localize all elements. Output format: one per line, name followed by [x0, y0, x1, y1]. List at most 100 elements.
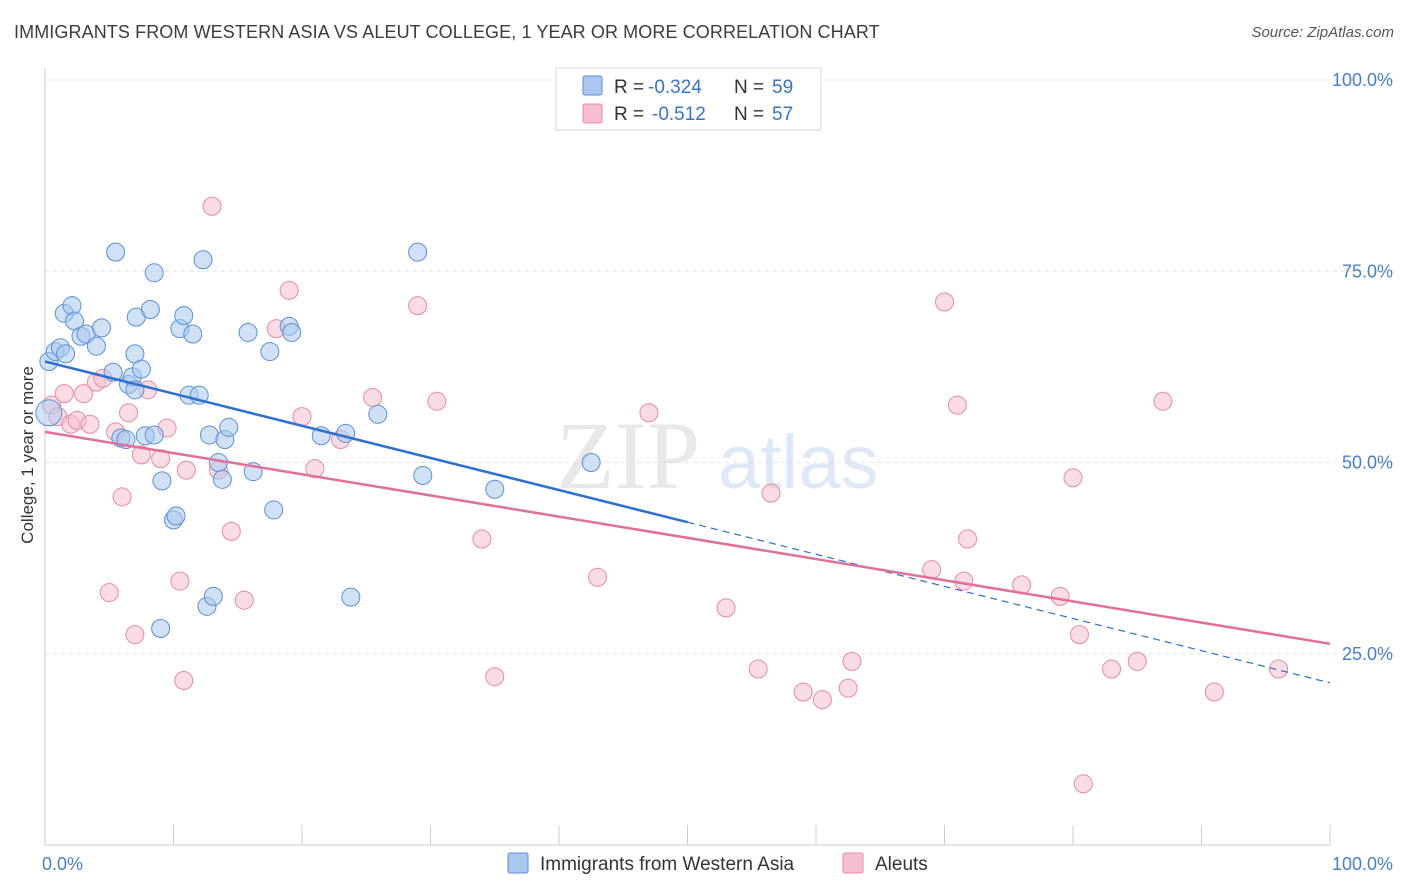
aleuts-point-31: [408, 296, 428, 316]
bottom-legend-label-pink: Aleuts: [875, 854, 928, 875]
aleuts-point-26: [279, 280, 299, 300]
aleuts-point-2: [54, 384, 74, 404]
aleuts-point-53: [1073, 774, 1093, 794]
western-asia-point-26: [152, 471, 172, 491]
aleuts-point-36: [639, 403, 659, 423]
aleuts-point-57: [1204, 682, 1224, 702]
legend-swatch-pink: [582, 103, 603, 124]
aleuts-point-45: [935, 292, 954, 312]
y-axis-label: College, 1 year or more: [18, 366, 37, 544]
chart-title: IMMIGRANTS FROM WESTERN ASIA VS ALEUT CO…: [14, 22, 880, 42]
legend-n-label-1: N =: [734, 77, 764, 98]
aleuts-point-18: [170, 571, 190, 591]
aleuts-point-37: [716, 598, 736, 618]
aleuts-point-40: [793, 682, 813, 702]
aleuts-point-35: [588, 567, 608, 587]
y-tick-label-2: 75.0%: [1342, 261, 1393, 281]
aleuts-point-24: [234, 590, 254, 610]
aleuts-point-13: [125, 625, 145, 645]
western-asia-point-34: [193, 250, 213, 270]
legend-r-value-2: -0.512: [652, 104, 706, 125]
aleuts-point-27: [292, 407, 312, 427]
bottom-legend-label-blue: Immigrants from Western Asia: [540, 854, 795, 875]
western-asia-point-50: [341, 587, 361, 607]
aleuts-point-12: [119, 403, 139, 423]
aleuts-point-30: [363, 387, 383, 407]
x-tick-label-0: 0.0%: [42, 854, 83, 874]
trend-western-asia-dashed: [687, 521, 1331, 684]
western-asia-point-37: [203, 586, 223, 606]
legend-top: R = -0.324 N = 59 R = -0.512 N = 57: [555, 67, 822, 131]
western-asia-point-9: [86, 336, 106, 356]
aleuts-point-58: [1269, 659, 1289, 679]
aleuts-point-16: [151, 449, 171, 469]
aleuts-point-32: [427, 391, 447, 411]
legend-r-label-2: R =: [614, 104, 644, 125]
western-asia-point-49: [336, 423, 356, 443]
watermark-atlas: atlas: [718, 420, 879, 505]
trend-western-asia-solid: [44, 360, 688, 524]
western-asia-point-10: [92, 318, 112, 338]
western-asia-point-12: [106, 242, 126, 262]
aleuts-point-56: [1153, 391, 1173, 411]
aleuts-point-20: [176, 460, 196, 480]
western-asia-point-39: [212, 469, 232, 489]
aleuts-point-41: [812, 690, 832, 710]
aleuts-point-43: [842, 651, 862, 671]
watermark-zip: ZIP: [556, 402, 700, 509]
western-asia-point-24: [144, 263, 164, 283]
source-credit: Source: ZipAtlas.com: [1251, 24, 1394, 41]
western-asia-point-22: [140, 300, 160, 319]
legend-r-label-1: R =: [614, 77, 644, 98]
western-asia-point-44: [260, 342, 280, 362]
aleuts-point-34: [485, 667, 505, 687]
legend-r-value-1: -0.324: [648, 77, 702, 98]
trend-lines: [44, 360, 1331, 684]
aleuts-point-50: [1050, 586, 1070, 606]
x-tick-labels: 0.0% 100.0%: [42, 854, 1393, 874]
trend-aleuts: [44, 430, 1331, 646]
y-tick-label-3: 100.0%: [1332, 70, 1393, 90]
western-asia-point-54: [485, 479, 505, 499]
western-asia-point-47: [282, 322, 302, 342]
y-tick-label-1: 50.0%: [1342, 453, 1393, 473]
western-asia-point-28: [166, 506, 186, 526]
aleuts-point-42: [838, 678, 858, 698]
series-western-asia-points: [35, 242, 601, 639]
axes: [44, 68, 1331, 846]
western-asia-point-51: [368, 404, 388, 424]
x-tick-label-1: 100.0%: [1332, 854, 1393, 874]
legend-n-label-2: N =: [734, 104, 764, 125]
legend-n-value-2: 57: [772, 104, 793, 125]
aleuts-point-11: [112, 487, 132, 507]
y-tick-labels: 25.0% 50.0% 75.0% 100.0%: [1332, 70, 1393, 664]
legend-swatch-blue: [582, 75, 603, 96]
aleuts-point-23: [221, 521, 241, 541]
y-tick-label-0: 25.0%: [1342, 644, 1393, 664]
aleuts-point-14: [131, 445, 151, 465]
aleuts-point-51: [1063, 468, 1083, 488]
western-asia-point-53: [413, 466, 433, 486]
aleuts-point-38: [748, 659, 768, 679]
aleuts-point-33: [472, 529, 492, 549]
western-asia-point-42: [238, 322, 258, 342]
gridlines: [45, 79, 1395, 655]
western-asia-point-30: [174, 306, 194, 326]
bottom-legend-swatch-blue: [507, 852, 529, 874]
aleuts-point-52: [1069, 625, 1089, 645]
legend-bottom: Immigrants from Western Asia Aleuts: [507, 852, 928, 875]
western-asia-point-52: [408, 242, 428, 262]
aleuts-point-9: [99, 583, 119, 603]
western-asia-point-20: [131, 359, 151, 379]
western-asia-point-55: [581, 453, 601, 472]
aleuts-point-46: [947, 395, 967, 415]
legend-n-value-1: 59: [772, 77, 793, 98]
bottom-legend-swatch-pink: [842, 852, 864, 874]
aleuts-point-21: [202, 196, 222, 216]
western-asia-point-23: [144, 425, 164, 445]
aleuts-point-19: [174, 671, 194, 691]
western-asia-point-large: [35, 399, 63, 427]
aleuts-point-48: [958, 529, 978, 549]
western-asia-point-32: [183, 324, 203, 344]
